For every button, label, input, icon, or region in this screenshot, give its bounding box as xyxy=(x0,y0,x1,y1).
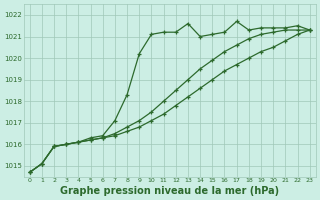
X-axis label: Graphe pression niveau de la mer (hPa): Graphe pression niveau de la mer (hPa) xyxy=(60,186,279,196)
